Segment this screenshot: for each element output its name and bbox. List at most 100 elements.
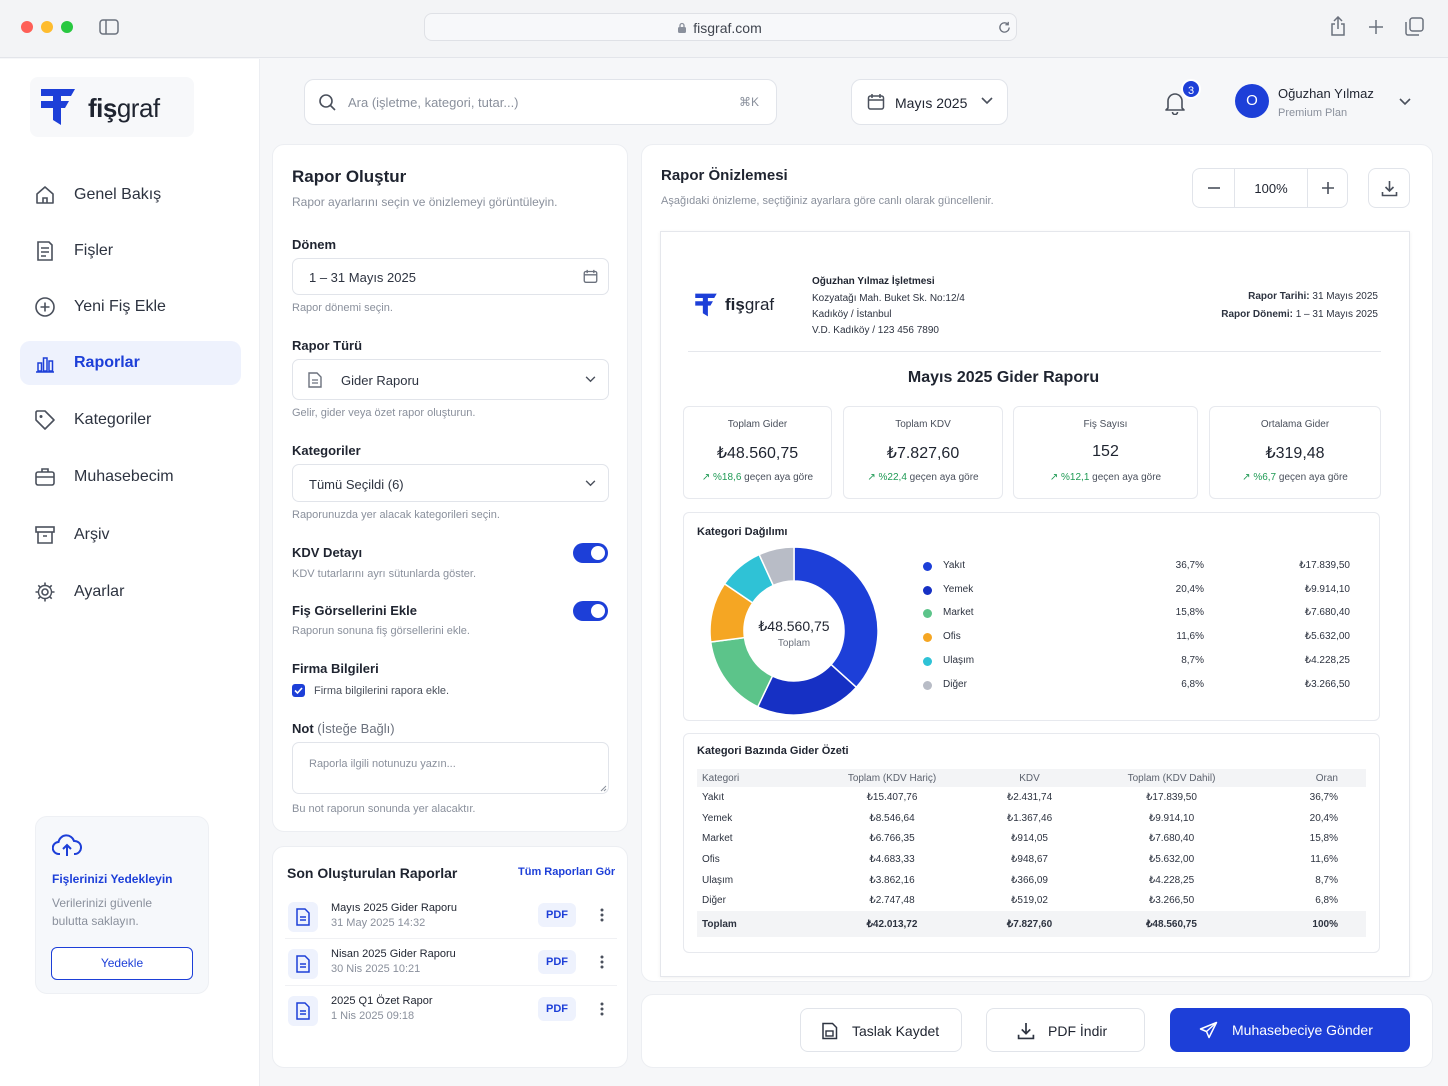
sidebar-item-yeni-fis-ekle[interactable]: Yeni Fiş Ekle [20, 285, 241, 329]
sidebar-item-ayarlar[interactable]: Ayarlar [20, 570, 241, 614]
archive-icon [34, 524, 56, 546]
sidebar-item-muhasebecim[interactable]: Muhasebecim [20, 455, 241, 499]
chevron-down-icon [1399, 98, 1411, 106]
zoom-in-button[interactable] [1307, 169, 1348, 207]
zoom-out-button[interactable] [1193, 169, 1235, 207]
save-draft-button[interactable]: Taslak Kaydet [800, 1008, 962, 1052]
table-cell: 100% [1312, 918, 1338, 930]
new-tab-icon[interactable] [1368, 19, 1384, 35]
period-selector[interactable]: Mayıs 2025 [851, 79, 1008, 125]
legend-label: Yakıt [943, 560, 966, 571]
pdf-badge[interactable]: PDF [538, 997, 576, 1021]
send-to-accountant-button[interactable]: Muhasebeciye Gönder [1170, 1008, 1410, 1052]
more-vertical-icon[interactable] [600, 907, 604, 923]
kdv-label: KDV Detayı [292, 545, 363, 560]
brand-wordmark: fişgraf [725, 295, 775, 314]
download-button[interactable] [1368, 168, 1410, 208]
sidebar-item-label: Yeni Fiş Ekle [74, 298, 166, 315]
images-toggle[interactable] [573, 601, 608, 621]
table-cell: 6,8% [1315, 895, 1338, 907]
more-vertical-icon[interactable] [600, 954, 604, 970]
bell-icon[interactable] [1164, 91, 1186, 115]
sidebar-item-fisler[interactable]: Fişler [20, 229, 241, 273]
table-row: Ofis ₺4.683,33 ₺948,67 ₺5.632,00 11,6% [697, 849, 1366, 870]
legend-swatch [923, 633, 932, 643]
share-icon[interactable] [1330, 16, 1346, 36]
kdv-hint: KDV tutarlarını ayrı sütunlarda göster. [292, 568, 477, 580]
table-cell: ₺1.367,46 [1006, 812, 1053, 824]
search-placeholder: Ara (işletme, kategori, tutar...) [348, 95, 519, 110]
kpi-value: 152 [1092, 443, 1119, 460]
pdf-download-button[interactable]: PDF İndir [986, 1008, 1145, 1052]
pdf-badge[interactable]: PDF [538, 903, 576, 927]
report-type-select[interactable]: Gider Raporu [292, 359, 609, 400]
form-title: Rapor Oluştur [292, 167, 407, 186]
zoom-window-button[interactable] [61, 21, 73, 33]
more-vertical-icon[interactable] [600, 1001, 604, 1017]
pdf-badge[interactable]: PDF [538, 950, 576, 974]
table-cell: Yakıt [702, 791, 725, 803]
legend-label: Diğer [943, 678, 967, 690]
backup-button[interactable]: Yedekle [51, 947, 193, 980]
table-cell: ₺519,02 [1011, 895, 1048, 907]
plus-circle-icon [34, 296, 56, 318]
save-draft-label: Taslak Kaydet [852, 1023, 940, 1039]
sidebar-item-kategoriler[interactable]: Kategoriler [20, 398, 241, 442]
legend-swatch [923, 680, 932, 690]
user-menu[interactable]: O Oğuzhan Yılmaz Premium Plan [1233, 80, 1423, 124]
all-reports-link[interactable]: Tüm Raporları Gör [518, 866, 616, 878]
reload-icon[interactable] [998, 21, 1011, 34]
brand-wordmark: fişgraf [88, 93, 160, 123]
sidebar-item-arsiv[interactable]: Arşiv [20, 513, 241, 557]
legend-percent: 6,8% [1181, 678, 1204, 690]
period-value: Mayıs 2025 [895, 95, 968, 111]
table-cell: 15,8% [1309, 833, 1338, 845]
kpi-total-expense: Toplam Gider ₺48.560,75 ↗ %18,6 geçen ay… [683, 406, 832, 499]
table-row: Diğer ₺2.747,48 ₺519,02 ₺3.266,50 6,8% [697, 890, 1366, 911]
kdv-toggle[interactable] [573, 543, 608, 563]
kpi-change: ↗ %18,6 geçen aya göre [701, 472, 814, 483]
table-cell: Yemek [702, 812, 733, 824]
legend-label: Market [943, 607, 974, 619]
legend-percent: 20,4% [1175, 583, 1204, 595]
search-icon [318, 93, 337, 112]
period-label: Dönem [292, 237, 337, 252]
table-cell: ₺8.546,64 [869, 812, 915, 824]
donut-total-label: Toplam [777, 638, 811, 649]
table-cell: Toplam [702, 918, 737, 930]
legend-swatch [923, 609, 932, 619]
brand-logo[interactable]: fişgraf [30, 77, 194, 137]
sidebar-item-genel-bakis[interactable]: Genel Bakış [20, 173, 241, 217]
resize-handle-icon[interactable] [600, 785, 607, 792]
address-bar[interactable]: fisgraf.com [424, 13, 1017, 41]
categories-label: Kategoriler [292, 443, 361, 458]
legend-amount: ₺3.266,50 [1304, 678, 1350, 690]
kpi-change: ↗ %22,4 geçen aya göre [867, 472, 979, 483]
legend-item: Market 15,8% ₺7.680,40 [922, 607, 1382, 621]
list-item[interactable]: Nisan 2025 Gider Raporu 30 Nis 2025 10:2… [285, 942, 617, 986]
note-textarea[interactable]: Raporla ilgili notunuzu yazın... [292, 742, 609, 794]
tabs-overview-icon[interactable] [1405, 17, 1424, 36]
notification-badge: 3 [1181, 79, 1201, 99]
list-item[interactable]: 2025 Q1 Özet Rapor 1 Nis 2025 09:18 PDF [285, 989, 617, 1033]
company-label: Firma Bilgileri [292, 661, 379, 676]
fisgraf-logo-icon [39, 87, 77, 127]
table-cell: ₺4.683,33 [869, 853, 915, 865]
minimize-window-button[interactable] [41, 21, 53, 33]
period-field[interactable]: 1 – 31 Mayıs 2025 [292, 258, 609, 295]
search-input[interactable]: Ara (işletme, kategori, tutar...) ⌘K [304, 79, 777, 125]
legend-item: Yakıt 36,7% ₺17.839,50 [922, 560, 1382, 574]
kpi-value: ₺48.560,75 [716, 445, 799, 462]
sidebar-toggle-icon[interactable] [99, 19, 119, 35]
list-item[interactable]: Mayıs 2025 Gider Raporu 31 May 2025 14:3… [285, 895, 617, 939]
briefcase-icon [34, 466, 56, 488]
chevron-down-icon [981, 97, 993, 105]
period-hint: Rapor dönemi seçin. [292, 302, 393, 314]
kpi-change: ↗ %12,1 geçen aya göre [1049, 472, 1162, 483]
company-checkbox[interactable] [292, 684, 305, 697]
sidebar-item-raporlar[interactable]: Raporlar [20, 341, 241, 385]
sidebar: fişgraf Genel Bakış Fişler Yeni Fiş Ekle… [0, 59, 260, 1086]
close-window-button[interactable] [21, 21, 33, 33]
table-cell: 11,6% [1310, 853, 1338, 865]
categories-select[interactable]: Tümü Seçildi (6) [292, 464, 609, 502]
